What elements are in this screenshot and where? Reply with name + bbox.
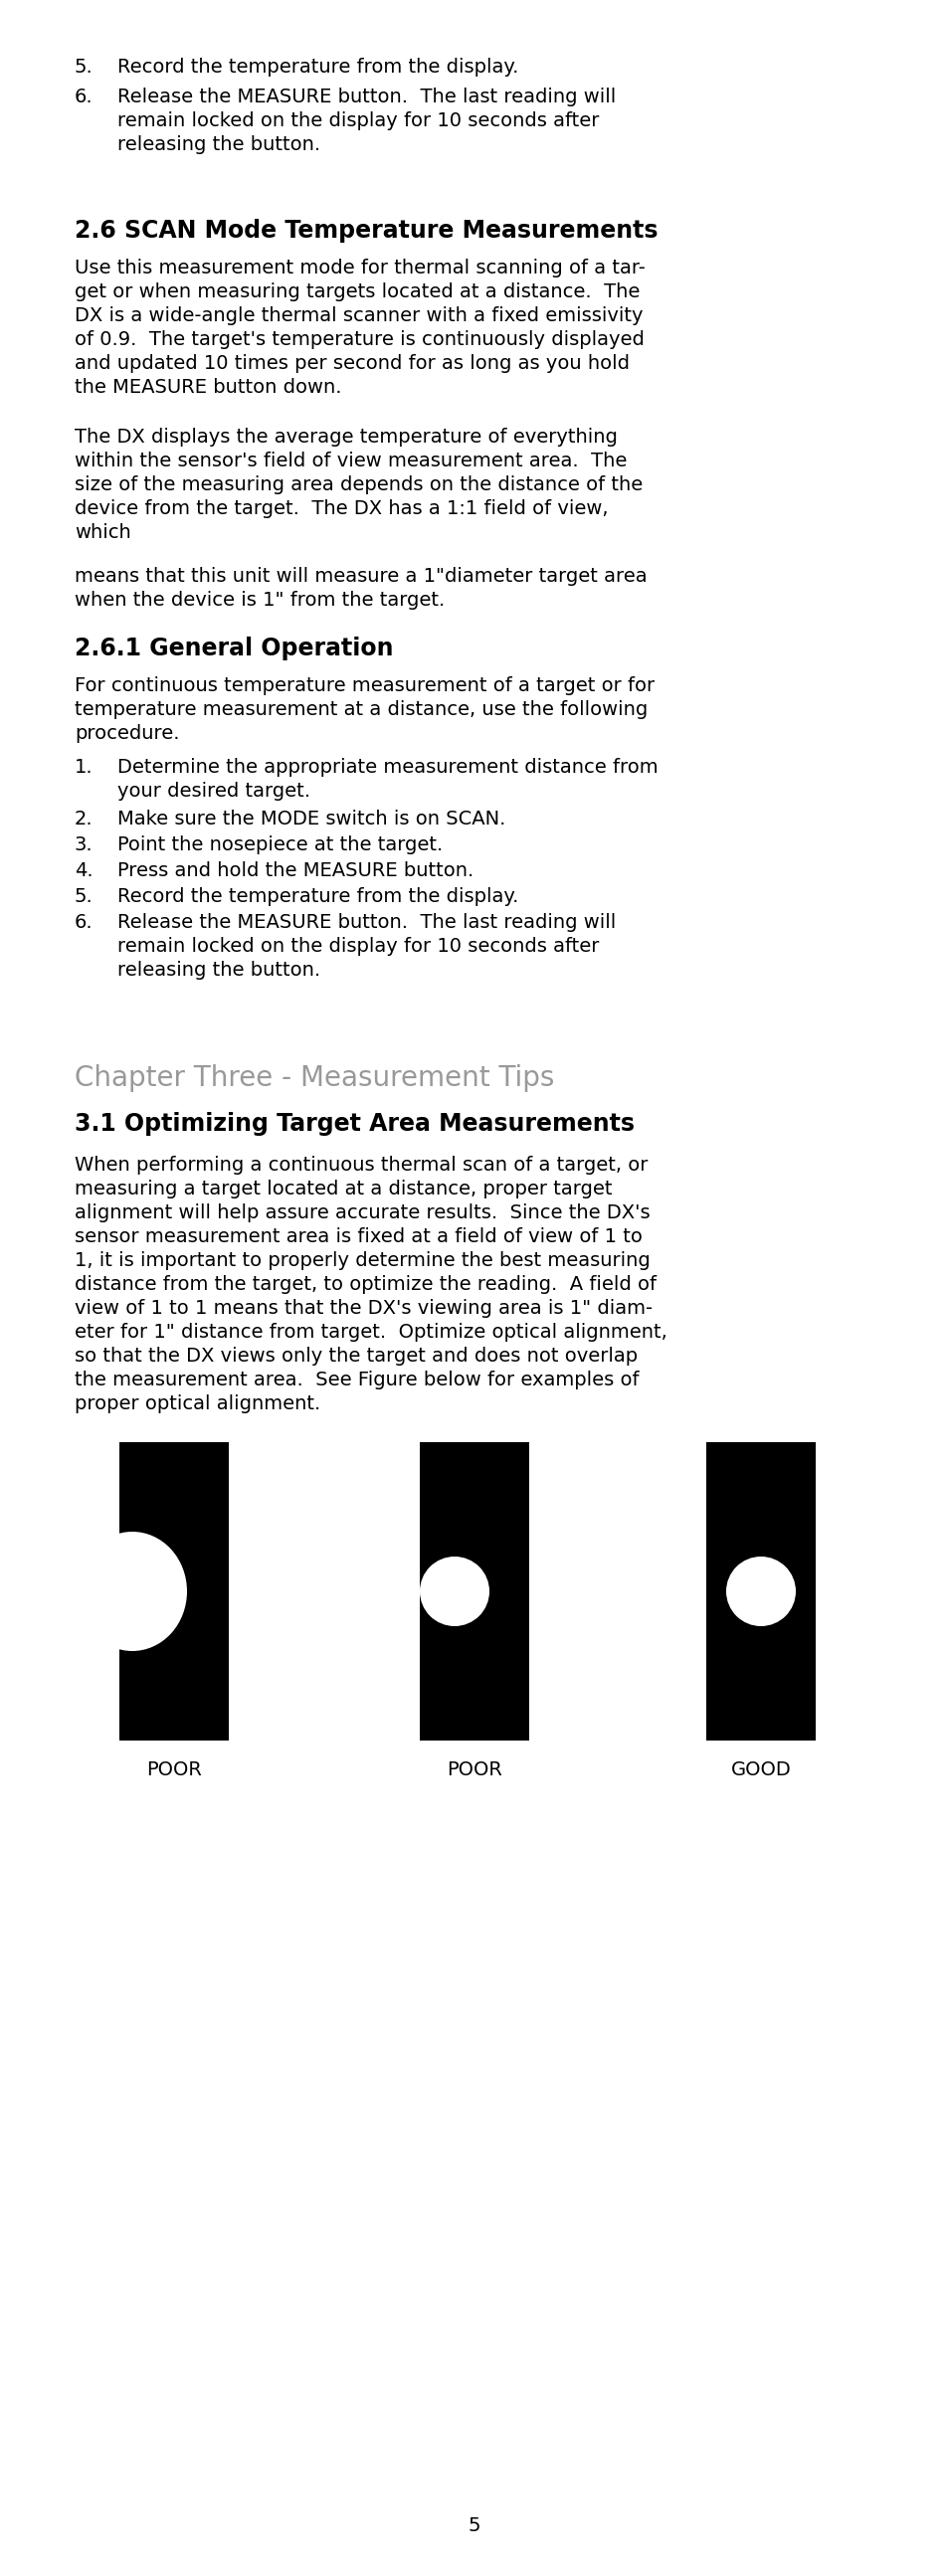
Text: procedure.: procedure. (75, 724, 179, 742)
Text: 1.: 1. (75, 757, 93, 778)
Text: distance from the target, to optimize the reading.  A field of: distance from the target, to optimize th… (75, 1275, 656, 1293)
Text: so that the DX views only the target and does not overlap: so that the DX views only the target and… (75, 1347, 637, 1365)
Text: For continuous temperature measurement of a target or for: For continuous temperature measurement o… (75, 677, 654, 696)
Text: remain locked on the display for 10 seconds after: remain locked on the display for 10 seco… (118, 938, 598, 956)
Text: 1, it is important to properly determine the best measuring: 1, it is important to properly determine… (75, 1252, 649, 1270)
Text: Determine the appropriate measurement distance from: Determine the appropriate measurement di… (118, 757, 658, 778)
Text: The DX displays the average temperature of everything: The DX displays the average temperature … (75, 428, 617, 446)
Text: alignment will help assure accurate results.  Since the DX's: alignment will help assure accurate resu… (75, 1203, 649, 1224)
Text: DX is a wide-angle thermal scanner with a fixed emissivity: DX is a wide-angle thermal scanner with … (75, 307, 643, 325)
Text: POOR: POOR (146, 1759, 202, 1780)
Text: temperature measurement at a distance, use the following: temperature measurement at a distance, u… (75, 701, 647, 719)
Text: 5.: 5. (75, 886, 93, 907)
Text: POOR: POOR (447, 1759, 501, 1780)
Text: within the sensor's field of view measurement area.  The: within the sensor's field of view measur… (75, 451, 627, 471)
Text: measuring a target located at a distance, proper target: measuring a target located at a distance… (75, 1180, 611, 1198)
Text: releasing the button.: releasing the button. (118, 961, 320, 979)
Bar (119, 1443, 228, 1741)
Ellipse shape (419, 1556, 489, 1625)
Text: your desired target.: your desired target. (118, 781, 310, 801)
Text: 6.: 6. (75, 912, 93, 933)
Text: and updated 10 times per second for as long as you hold: and updated 10 times per second for as l… (75, 353, 629, 374)
Text: proper optical alignment.: proper optical alignment. (75, 1394, 320, 1414)
Text: sensor measurement area is fixed at a field of view of 1 to: sensor measurement area is fixed at a fi… (75, 1226, 642, 1247)
Text: 2.6.1 General Operation: 2.6.1 General Operation (75, 636, 393, 659)
Text: when the device is 1" from the target.: when the device is 1" from the target. (75, 590, 445, 611)
Text: device from the target.  The DX has a 1:1 field of view,: device from the target. The DX has a 1:1… (75, 500, 608, 518)
Text: Use this measurement mode for thermal scanning of a tar-: Use this measurement mode for thermal sc… (75, 258, 645, 278)
Bar (419, 1443, 529, 1741)
Text: Record the temperature from the display.: Record the temperature from the display. (118, 886, 519, 907)
Text: 5.: 5. (75, 57, 93, 77)
Ellipse shape (725, 1556, 795, 1625)
Text: Chapter Three - Measurement Tips: Chapter Three - Measurement Tips (75, 1064, 554, 1092)
Text: eter for 1" distance from target.  Optimize optical alignment,: eter for 1" distance from target. Optimi… (75, 1324, 666, 1342)
Text: GOOD: GOOD (730, 1759, 791, 1780)
Text: Release the MEASURE button.  The last reading will: Release the MEASURE button. The last rea… (118, 88, 615, 106)
Text: 3.: 3. (75, 835, 93, 855)
Bar (705, 1443, 815, 1741)
Text: Point the nosepiece at the target.: Point the nosepiece at the target. (118, 835, 443, 855)
Text: 3.1 Optimizing Target Area Measurements: 3.1 Optimizing Target Area Measurements (75, 1113, 634, 1136)
Text: view of 1 to 1 means that the DX's viewing area is 1" diam-: view of 1 to 1 means that the DX's viewi… (75, 1298, 652, 1319)
Text: means that this unit will measure a 1"diameter target area: means that this unit will measure a 1"di… (75, 567, 647, 585)
Text: 5: 5 (467, 2517, 481, 2535)
Text: size of the measuring area depends on the distance of the: size of the measuring area depends on th… (75, 477, 642, 495)
Text: 2.6 SCAN Mode Temperature Measurements: 2.6 SCAN Mode Temperature Measurements (75, 219, 657, 242)
Text: the MEASURE button down.: the MEASURE button down. (75, 379, 341, 397)
Text: of 0.9.  The target's temperature is continuously displayed: of 0.9. The target's temperature is cont… (75, 330, 644, 350)
Text: Press and hold the MEASURE button.: Press and hold the MEASURE button. (118, 860, 473, 881)
Text: 4.: 4. (75, 860, 93, 881)
Text: Make sure the MODE switch is on SCAN.: Make sure the MODE switch is on SCAN. (118, 809, 505, 829)
Text: the measurement area.  See Figure below for examples of: the measurement area. See Figure below f… (75, 1370, 638, 1388)
Text: Release the MEASURE button.  The last reading will: Release the MEASURE button. The last rea… (118, 912, 615, 933)
Text: 2.: 2. (75, 809, 93, 829)
Text: Record the temperature from the display.: Record the temperature from the display. (118, 57, 519, 77)
Text: get or when measuring targets located at a distance.  The: get or when measuring targets located at… (75, 283, 639, 301)
Text: remain locked on the display for 10 seconds after: remain locked on the display for 10 seco… (118, 111, 598, 131)
Text: releasing the button.: releasing the button. (118, 137, 320, 155)
Text: 6.: 6. (75, 88, 93, 106)
Text: When performing a continuous thermal scan of a target, or: When performing a continuous thermal sca… (75, 1157, 647, 1175)
Ellipse shape (78, 1533, 187, 1651)
Text: which: which (75, 523, 131, 541)
